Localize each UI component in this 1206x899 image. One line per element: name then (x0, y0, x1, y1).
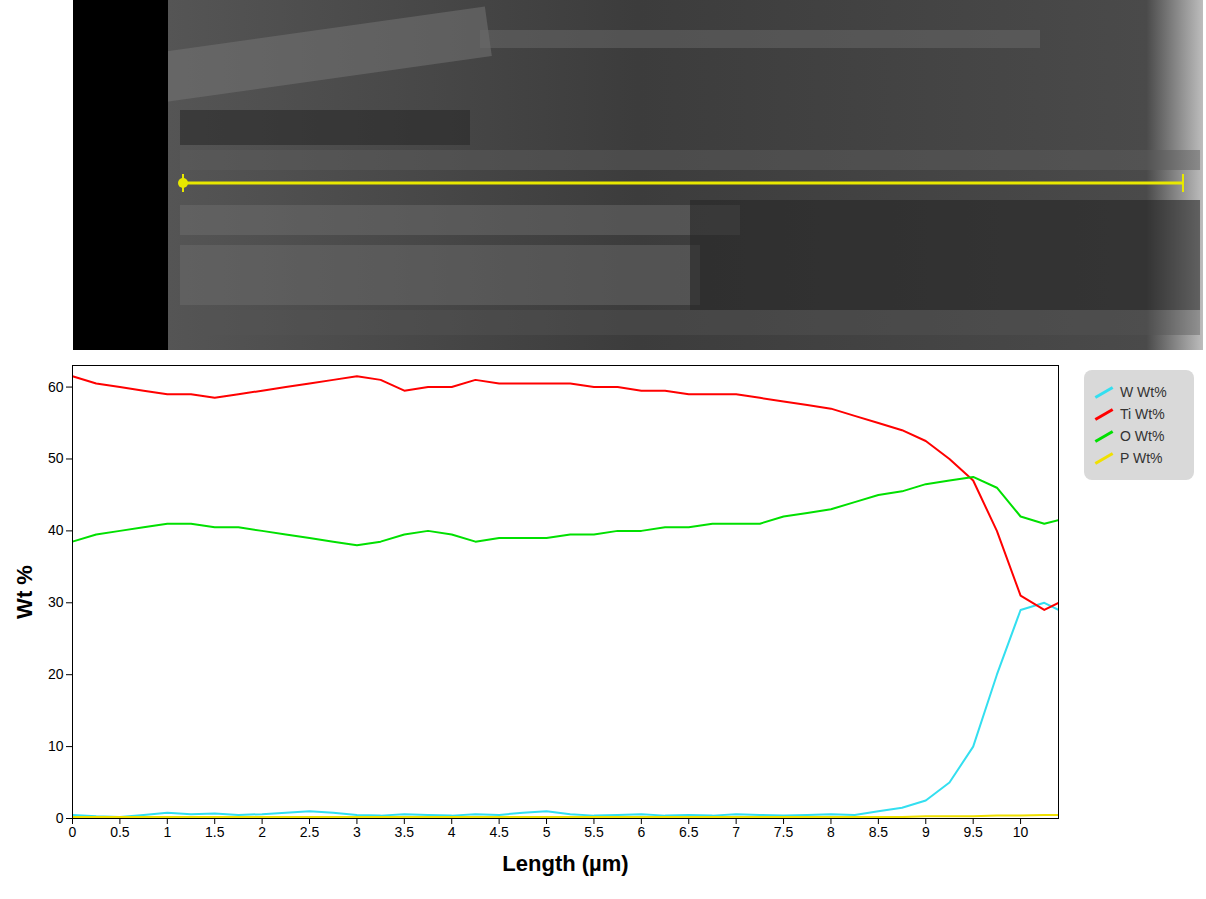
svg-text:Wt %: Wt % (12, 565, 37, 619)
svg-text:10: 10 (1013, 824, 1029, 840)
svg-text:3: 3 (353, 824, 361, 840)
svg-text:5: 5 (543, 824, 551, 840)
svg-text:60: 60 (48, 379, 64, 395)
svg-text:9: 9 (922, 824, 930, 840)
html-text:P Wt%: P Wt% (1120, 450, 1163, 466)
svg-text:1: 1 (163, 824, 171, 840)
svg-text:6: 6 (637, 824, 645, 840)
html-text:O Wt%: O Wt% (1120, 428, 1165, 444)
svg-text:0.5: 0.5 (110, 824, 130, 840)
svg-text:8.5: 8.5 (869, 824, 889, 840)
svg-text:7: 7 (732, 824, 740, 840)
svg-text:5.5: 5.5 (584, 824, 604, 840)
svg-text:9.5: 9.5 (963, 824, 983, 840)
svg-text:4: 4 (448, 824, 456, 840)
svg-text:30: 30 (48, 594, 64, 610)
svg-text:0: 0 (69, 824, 77, 840)
svg-text:1.5: 1.5 (205, 824, 225, 840)
svg-text:Length (µm): Length (µm) (502, 851, 628, 876)
svg-text:50: 50 (48, 450, 64, 466)
svg-text:0: 0 (56, 810, 64, 826)
svg-text:4.5: 4.5 (489, 824, 509, 840)
svg-text:2.5: 2.5 (300, 824, 320, 840)
svg-text:3.5: 3.5 (395, 824, 415, 840)
svg-text:7.5: 7.5 (774, 824, 794, 840)
svg-text:6.5: 6.5 (679, 824, 699, 840)
html-text:Ti Wt%: Ti Wt% (1120, 406, 1165, 422)
svg-text:40: 40 (48, 522, 64, 538)
svg-text:8: 8 (827, 824, 835, 840)
html-text:W Wt%: W Wt% (1120, 384, 1167, 400)
svg-text:20: 20 (48, 666, 64, 682)
svg-text:10: 10 (48, 738, 64, 754)
svg-text:2: 2 (258, 824, 266, 840)
